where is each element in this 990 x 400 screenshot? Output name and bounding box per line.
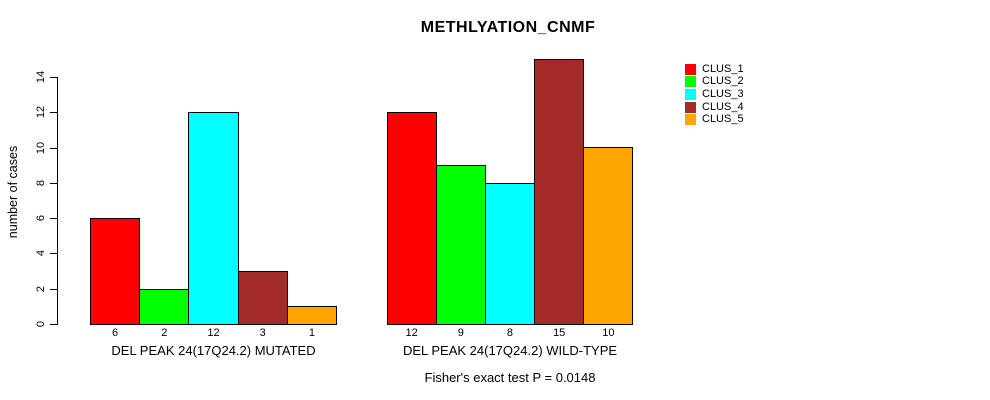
legend-swatch-icon	[685, 88, 696, 100]
legend-label: CLUS_1	[702, 62, 744, 75]
legend-swatch-icon	[685, 114, 696, 126]
bar-clus_5-group1	[286, 306, 337, 325]
bar-clus_3-group2	[484, 183, 536, 325]
y-tick-label: 6	[35, 214, 47, 222]
bar-clus_5-group2	[583, 147, 634, 325]
footnote-text: Fisher's exact test P = 0.0148	[424, 370, 596, 385]
y-tick-mark	[50, 218, 57, 219]
y-tick-mark	[50, 289, 57, 290]
legend-item-clus_4: CLUS_4	[685, 100, 744, 113]
y-axis-label: number of cases	[6, 145, 20, 239]
bar-value-label: 6	[112, 327, 119, 339]
group-label-2: DEL PEAK 24(17Q24.2) WILD-TYPE	[402, 343, 618, 358]
y-tick-mark	[50, 77, 57, 78]
legend-item-clus_2: CLUS_2	[685, 75, 744, 88]
bar-value-label: 12	[405, 327, 418, 339]
bar-value-label: 12	[207, 327, 220, 339]
bar-value-label: 10	[602, 327, 615, 339]
bar-value-label: 1	[308, 327, 315, 339]
legend-label: CLUS_2	[702, 75, 744, 88]
y-tick-mark	[50, 253, 57, 254]
bar-clus_1-group2	[386, 112, 437, 325]
legend-item-clus_5: CLUS_5	[685, 113, 744, 126]
group-label-1: DEL PEAK 24(17Q24.2) MUTATED	[111, 343, 316, 358]
y-tick-label: 14	[35, 70, 47, 84]
y-tick-label: 0	[35, 320, 47, 328]
legend-label: CLUS_3	[702, 87, 744, 100]
legend-swatch-icon	[685, 76, 696, 88]
y-tick-mark	[50, 183, 57, 184]
y-tick-mark	[50, 112, 57, 113]
legend-swatch-icon	[685, 63, 696, 75]
y-tick-label: 10	[35, 141, 47, 155]
y-tick-label: 2	[35, 285, 47, 293]
y-axis-line	[57, 77, 58, 325]
bar-value-label: 9	[457, 327, 464, 339]
bar-clus_4-group2	[534, 59, 585, 325]
bar-clus_1-group1	[90, 218, 141, 325]
bar-clus_2-group2	[435, 165, 486, 325]
bar-clus_3-group1	[188, 112, 239, 325]
bar-value-label: 15	[553, 327, 566, 339]
y-tick-label: 4	[35, 249, 47, 257]
bar-clus_4-group1	[237, 271, 288, 325]
y-tick-mark	[50, 148, 57, 149]
legend-swatch-icon	[685, 101, 696, 113]
chart-title: METHLYATION_CNMF	[420, 19, 596, 36]
bar-value-label: 3	[259, 327, 266, 339]
legend-item-clus_1: CLUS_1	[685, 62, 744, 75]
legend-label: CLUS_4	[702, 100, 744, 113]
y-tick-label: 8	[35, 179, 47, 187]
legend-item-clus_3: CLUS_3	[685, 87, 744, 100]
bar-value-label: 8	[506, 327, 514, 339]
bar-value-label: 2	[161, 327, 168, 339]
legend-label: CLUS_5	[702, 113, 744, 126]
y-tick-label: 12	[35, 105, 47, 119]
y-tick-mark	[50, 324, 57, 325]
bar-clus_2-group1	[139, 289, 190, 325]
